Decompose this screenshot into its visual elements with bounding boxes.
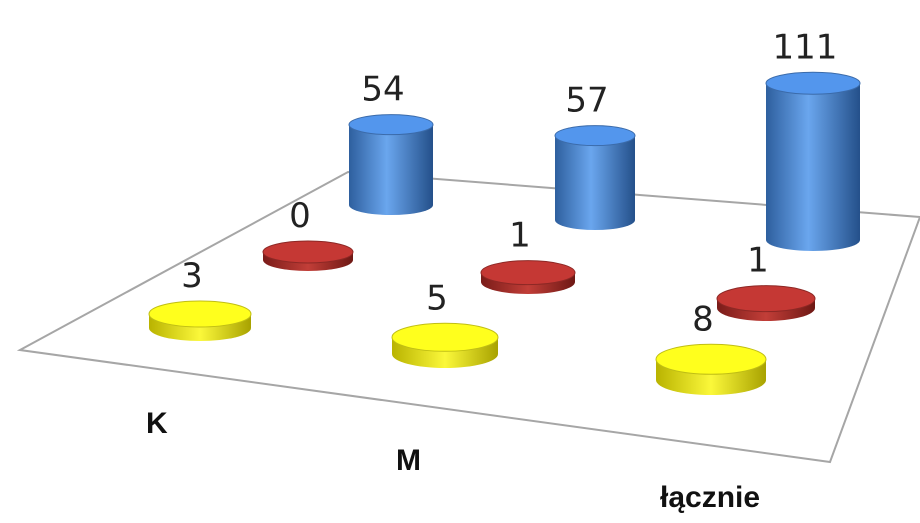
- data-label-series2-0: 3: [181, 256, 203, 296]
- bar-top: [655, 343, 767, 375]
- bar-side: [349, 124, 433, 215]
- bar-side: [555, 135, 635, 230]
- data-label-series1-0: 0: [289, 196, 311, 236]
- bar-top: [716, 285, 816, 313]
- bar-series0-0: [348, 114, 434, 215]
- bar-series2-0: [148, 300, 252, 341]
- category-label-2: łącznie: [660, 481, 760, 514]
- category-label-0: K: [146, 407, 168, 440]
- bar-series0-1: [554, 125, 636, 230]
- data-label-series1-2: 1: [747, 241, 769, 281]
- bar-top: [348, 114, 434, 136]
- bar-top: [262, 240, 354, 264]
- bar-top: [391, 322, 499, 352]
- data-label-series2-1: 5: [426, 278, 448, 318]
- bar-side: [766, 83, 860, 251]
- data-label-series2-2: 8: [692, 299, 714, 339]
- bar-top: [480, 260, 576, 286]
- chart-marks: [148, 71, 861, 395]
- bar-top: [765, 71, 861, 95]
- data-label-series0-2: 111: [773, 27, 838, 67]
- bar-top: [148, 300, 252, 328]
- bar-series2-1: [391, 322, 499, 368]
- data-label-series0-0: 54: [361, 70, 404, 110]
- bar-series1-0: [262, 240, 354, 271]
- bar-top: [554, 125, 636, 147]
- bar-series2-2: [655, 343, 767, 395]
- bar-series1-1: [480, 260, 576, 294]
- bar-series1-2: [716, 285, 816, 321]
- data-label-series1-1: 1: [509, 216, 531, 256]
- bar-series0-2: [765, 71, 861, 251]
- data-label-series0-1: 57: [565, 81, 608, 121]
- category-label-1: M: [396, 444, 421, 477]
